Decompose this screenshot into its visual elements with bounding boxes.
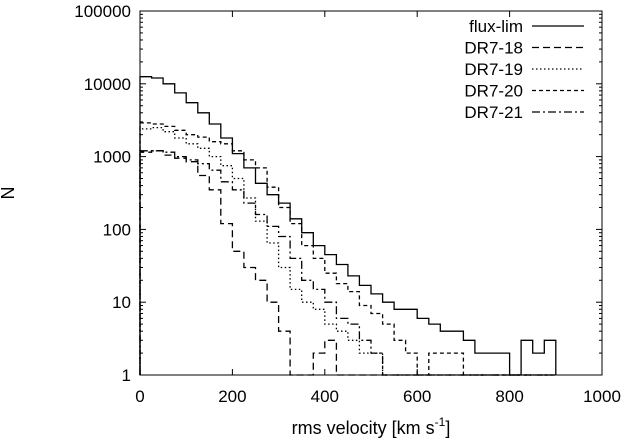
legend: flux-lim DR7-18 DR7-19 DR7-20 DR7-21 [464, 17, 584, 122]
series-line-flux-lim [139, 76, 557, 376]
y-tick-label: 100 [103, 220, 131, 239]
legend-label: DR7-20 [464, 82, 523, 101]
x-axis-title: rms velocity [km s-1] [292, 415, 451, 438]
x-axis-title-end: ] [445, 418, 450, 438]
legend-label: DR7-18 [464, 39, 523, 58]
legend-label: DR7-21 [464, 103, 523, 122]
x-tick-label: 0 [135, 387, 144, 406]
y-tick-label: 1000 [93, 148, 131, 167]
y-tick-label: 100000 [74, 2, 131, 21]
x-tick-label: 400 [311, 387, 339, 406]
y-tick-label: 10000 [84, 75, 131, 94]
series-line-dr7-20 [139, 122, 556, 376]
ticks-layer: 0 200 400 600 800 1000 1 10 100 1000 10000 100000 [74, 2, 621, 406]
y-tick-label: 1 [122, 366, 131, 385]
x-tick-label: 600 [403, 387, 431, 406]
y-axis-title: N [0, 187, 18, 200]
y-tick-label: 10 [112, 293, 131, 312]
legend-label: DR7-19 [464, 60, 523, 79]
plot-frame [139, 10, 603, 376]
x-axis-title-main: rms velocity [km s [292, 418, 435, 438]
x-tick-label: 200 [218, 387, 246, 406]
x-axis-title-sup: -1 [435, 415, 446, 429]
x-tick-label: 800 [495, 387, 523, 406]
x-tick-label: 1000 [583, 387, 621, 406]
legend-label: flux-lim [469, 17, 523, 36]
